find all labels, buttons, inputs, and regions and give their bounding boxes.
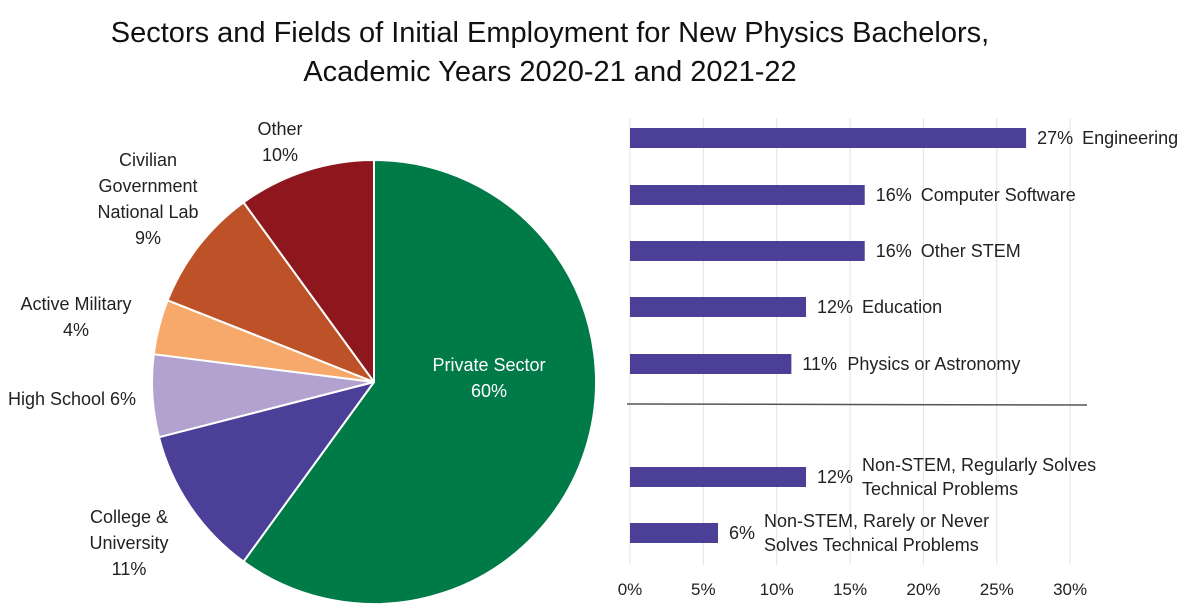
bar-category-label: Other STEM: [921, 241, 1021, 261]
pie-slice-label: National Lab: [97, 202, 198, 222]
bar-category-label: Computer Software: [921, 185, 1076, 205]
bar-chart: 0% 5% 10% 15% 20% 25% 30% 27% Engineering 16% Comp…: [618, 118, 1178, 599]
bar: [630, 185, 865, 205]
pie-slice-label: 9%: [135, 228, 161, 248]
bar: [630, 128, 1027, 148]
pie-slice: [157, 381, 375, 563]
x-tick-label: 5%: [691, 580, 716, 599]
pie-slice-label: Government: [98, 176, 197, 196]
chart-title-line-2: Academic Years 2020-21 and 2021-22: [303, 56, 797, 88]
bar-category-label: Technical Problems: [862, 479, 1018, 499]
bar: [630, 297, 807, 317]
x-tick-label: 30%: [1053, 580, 1087, 599]
x-tick-label: 10%: [760, 580, 794, 599]
pie-chart: Private Sector 60% College & University 11% H…: [8, 119, 597, 605]
x-tick-label: 0%: [618, 580, 643, 599]
pie-slice-label: High School 6%: [8, 389, 136, 409]
x-tick-label: 15%: [833, 580, 867, 599]
group-separator: [626, 403, 1088, 406]
bar: [630, 523, 719, 543]
pie-slice-label: Other: [257, 119, 302, 139]
pie-slice: [166, 201, 375, 383]
bar-category-label: Non-STEM, Rarely or Never: [764, 511, 989, 531]
pie-slice-label: Civilian: [119, 150, 177, 170]
pie-slice-label: University: [89, 533, 168, 553]
x-tick-label: 20%: [906, 580, 940, 599]
bar-category-label: Solves Technical Problems: [764, 535, 979, 555]
bar: [630, 354, 792, 374]
bar-value-label: 16%: [876, 241, 912, 261]
pie-slice-label: 10%: [262, 145, 298, 165]
pie-slice-label: 60%: [471, 381, 507, 401]
chart-title: Sectors and Fields of Initial Employment…: [0, 14, 1100, 92]
pie-slice-label: Private Sector: [432, 355, 545, 375]
bar-value-label: 11%: [802, 354, 837, 374]
bar-value-label: 12%: [817, 297, 853, 317]
bar-category-label: Non-STEM, Regularly Solves: [862, 455, 1096, 475]
bar: [630, 241, 865, 261]
bar-category-label: Physics or Astronomy: [847, 354, 1020, 374]
bar-value-label: 12%: [817, 467, 853, 487]
pie-slice-label: Active Military: [20, 294, 131, 314]
pie-slice: [242, 159, 375, 383]
bar-value-label: 27%: [1037, 128, 1073, 148]
chart-title-line-1: Sectors and Fields of Initial Employment…: [110, 17, 990, 49]
pie-slice-label: 4%: [63, 320, 89, 340]
x-tick-label: 25%: [980, 580, 1014, 599]
bar-value-label: 16%: [876, 185, 912, 205]
pie-slice: [242, 159, 597, 605]
pie-slice-label: 11%: [112, 559, 147, 579]
pie-slice-label: College &: [90, 507, 168, 527]
bar-value-label: 6%: [729, 523, 755, 543]
bar-category-label: Education: [862, 297, 942, 317]
bar: [630, 467, 807, 487]
bar-category-label: Engineering: [1082, 128, 1178, 148]
